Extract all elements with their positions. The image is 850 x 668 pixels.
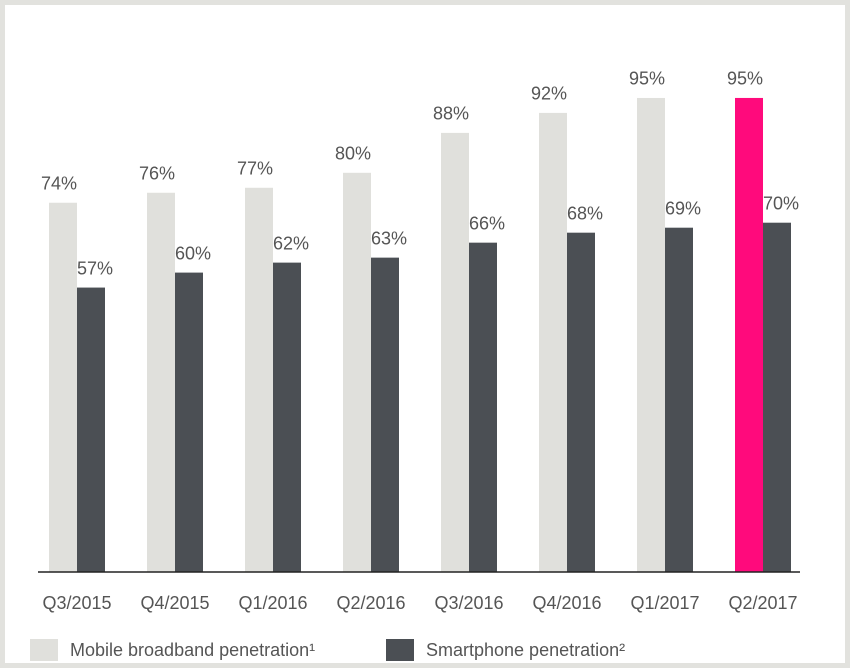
bar xyxy=(49,202,77,573)
value-label: 63% xyxy=(371,228,407,248)
value-label: 57% xyxy=(77,258,113,278)
bar xyxy=(175,272,203,572)
x-tick-label: Q2/2016 xyxy=(336,593,405,613)
x-tick-label: Q4/2016 xyxy=(532,593,601,613)
bar xyxy=(441,132,469,572)
bar xyxy=(469,242,497,572)
x-tick-label: Q3/2016 xyxy=(434,593,503,613)
bar xyxy=(343,172,371,573)
legend-label: Smartphone penetration² xyxy=(426,640,625,660)
bar xyxy=(637,97,665,572)
bar xyxy=(539,112,567,573)
value-label: 62% xyxy=(273,233,309,253)
bar xyxy=(77,287,105,572)
legend-label: Mobile broadband penetration¹ xyxy=(70,640,315,660)
x-tick-label: Q2/2017 xyxy=(728,593,797,613)
x-tick-label: Q1/2017 xyxy=(630,593,699,613)
value-label: 76% xyxy=(139,164,175,184)
x-tick-label: Q3/2015 xyxy=(42,593,111,613)
x-tick-label: Q1/2016 xyxy=(238,593,307,613)
value-label: 69% xyxy=(665,198,701,218)
value-label: 95% xyxy=(629,69,665,89)
value-label: 95% xyxy=(727,69,763,89)
bar xyxy=(371,257,399,572)
legend-swatch xyxy=(386,639,414,661)
value-label: 60% xyxy=(175,243,211,263)
bar xyxy=(763,222,791,572)
bar xyxy=(735,97,763,572)
value-label: 66% xyxy=(469,213,505,233)
bar xyxy=(567,232,595,572)
value-label: 70% xyxy=(763,193,799,213)
bar xyxy=(665,227,693,572)
legend-swatch xyxy=(30,639,58,661)
value-label: 80% xyxy=(335,144,371,164)
value-label: 77% xyxy=(237,159,273,179)
bar xyxy=(147,192,175,572)
value-label: 74% xyxy=(41,173,77,193)
bar xyxy=(245,187,273,572)
x-tick-label: Q4/2015 xyxy=(140,593,209,613)
value-label: 68% xyxy=(567,203,603,223)
value-label: 88% xyxy=(433,104,469,124)
value-label: 92% xyxy=(531,84,567,104)
bar xyxy=(273,262,301,572)
